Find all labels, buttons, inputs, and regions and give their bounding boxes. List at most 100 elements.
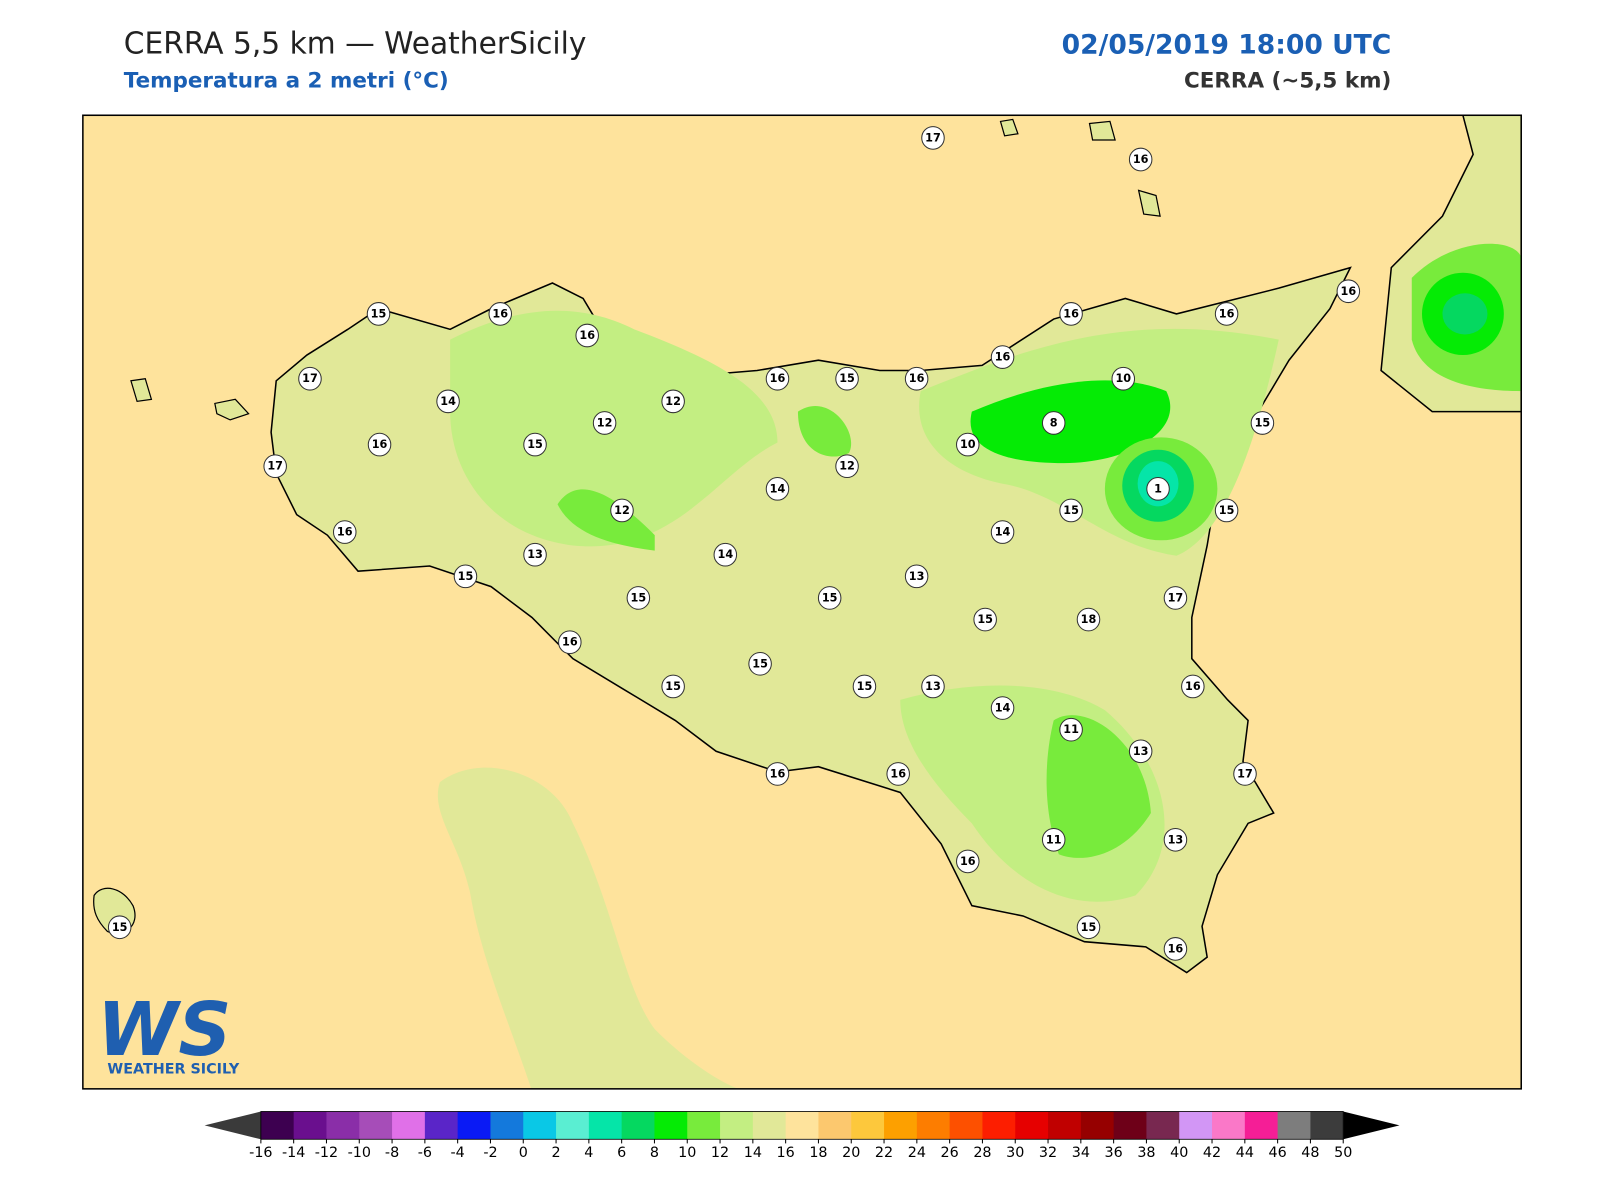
station-value: 17: [302, 372, 318, 385]
station-circle: [1214, 498, 1239, 523]
station: 15: [1059, 498, 1083, 523]
station-value: 15: [1255, 416, 1271, 429]
station-circle: [956, 432, 980, 457]
colorbar-tick-label: 6: [617, 1145, 626, 1161]
station: 16: [1128, 147, 1153, 172]
station: 1: [1146, 477, 1170, 501]
station: 16: [1163, 937, 1188, 961]
station-value: 16: [1063, 307, 1079, 320]
colorbar-tick-label: 4: [584, 1145, 593, 1161]
colorbar-swatch: [260, 1111, 295, 1140]
station-value: 15: [112, 921, 128, 934]
station-circle: [904, 366, 929, 391]
colorbar-tick-label: 0: [519, 1145, 528, 1161]
station: 16: [990, 345, 1015, 369]
colorbar-tick-label: 40: [1170, 1145, 1188, 1161]
station-value: 15: [857, 680, 873, 693]
station-value: 13: [925, 680, 941, 693]
station-value: 16: [995, 351, 1011, 364]
station-circle: [661, 389, 685, 414]
station: 16: [367, 432, 392, 457]
station: 15: [973, 607, 997, 632]
station-value: 16: [337, 526, 353, 539]
colorbar-swatch: [818, 1111, 852, 1140]
station-value: 15: [752, 657, 768, 670]
colorbar-under: [204, 1111, 261, 1140]
station-value: 13: [1168, 833, 1184, 846]
station-circle: [835, 366, 859, 391]
station-value: 15: [371, 307, 387, 320]
station: 16: [575, 323, 599, 348]
colorbar-tick-label: 20: [842, 1145, 860, 1161]
sea-temperature-zone: [437, 767, 739, 1089]
colorbar-tick-label: -2: [483, 1145, 497, 1161]
station: 17: [921, 126, 945, 150]
station-value: 14: [995, 702, 1011, 715]
station-circle: [748, 651, 772, 676]
station-value: 17: [925, 131, 941, 144]
station: 10: [1111, 366, 1136, 391]
station-value: 15: [1081, 921, 1097, 934]
colorbar-swatch: [1015, 1111, 1049, 1140]
colorbar-swatch: [720, 1111, 754, 1140]
station-circle: [990, 696, 1015, 720]
colorbar-swatch: [490, 1111, 524, 1140]
station: 13: [904, 564, 929, 589]
zone-10-12: [557, 489, 655, 551]
station: 16: [765, 366, 790, 391]
subtitle: Temperatura a 2 metri (°C): [124, 68, 449, 93]
colorbar-tick-label: 8: [650, 1145, 659, 1161]
station-value: 15: [665, 680, 681, 693]
colorbar: -16 -14 -12 -10 -8 -6 -4 -2 0 2 4 6 8 10 12 14 16 18 20 22 2…: [204, 1111, 1400, 1161]
colorbar-tick-label: 30: [1006, 1145, 1024, 1161]
station-value: 15: [839, 372, 855, 385]
station: 15: [1076, 915, 1101, 940]
station-circle: [1250, 411, 1275, 435]
station: 16: [904, 366, 929, 391]
station-value: 15: [1063, 504, 1079, 517]
station-circle: [852, 674, 877, 699]
colorbar-tick-label: 50: [1334, 1145, 1352, 1161]
station: 8: [1041, 411, 1066, 435]
station-circle: [626, 586, 651, 610]
colorbar-swatch: [851, 1111, 885, 1140]
colorbar-swatch: [293, 1111, 327, 1140]
aeolian-islands: [999, 118, 1161, 217]
station-circle: [332, 520, 357, 544]
station: 13: [523, 542, 547, 567]
station-circle: [436, 389, 460, 414]
station: 17: [1233, 762, 1257, 786]
station: 11: [1041, 827, 1066, 852]
station: 17: [1163, 586, 1188, 610]
station-circle: [488, 302, 513, 326]
station: 12: [610, 498, 634, 523]
colorbar-tick-label: 38: [1137, 1145, 1155, 1161]
colorbar-swatch: [1277, 1111, 1311, 1140]
station-value: 15: [977, 613, 993, 626]
station: 10: [956, 432, 980, 457]
colorbar-tick-label: 18: [809, 1145, 827, 1161]
station-value: 11: [1046, 833, 1062, 846]
zone-6-8: [1442, 293, 1488, 335]
station-value: 13: [1133, 745, 1149, 758]
station: 16: [765, 762, 790, 786]
station-circle: [886, 762, 910, 786]
colorbar-swatch: [392, 1111, 426, 1140]
station-circle: [973, 607, 997, 632]
colorbar-swatch: [884, 1111, 918, 1140]
colorbar-swatch: [457, 1111, 491, 1140]
station-value: 15: [527, 438, 543, 451]
station-circle: [765, 477, 790, 501]
colorbar-swatch: [982, 1111, 1016, 1140]
station-value: 15: [1219, 504, 1235, 517]
station-value: 17: [1168, 591, 1184, 604]
station-value: 16: [1219, 307, 1235, 320]
colorbar-swatch: [621, 1111, 655, 1140]
station-circle: [1128, 739, 1153, 764]
logo: WS WEATHER SICILY: [97, 987, 240, 1078]
station-circle: [610, 498, 634, 523]
station-circle: [1128, 147, 1153, 172]
colorbar-swatch: [654, 1111, 688, 1140]
colorbar-tick-label: 14: [744, 1145, 762, 1161]
